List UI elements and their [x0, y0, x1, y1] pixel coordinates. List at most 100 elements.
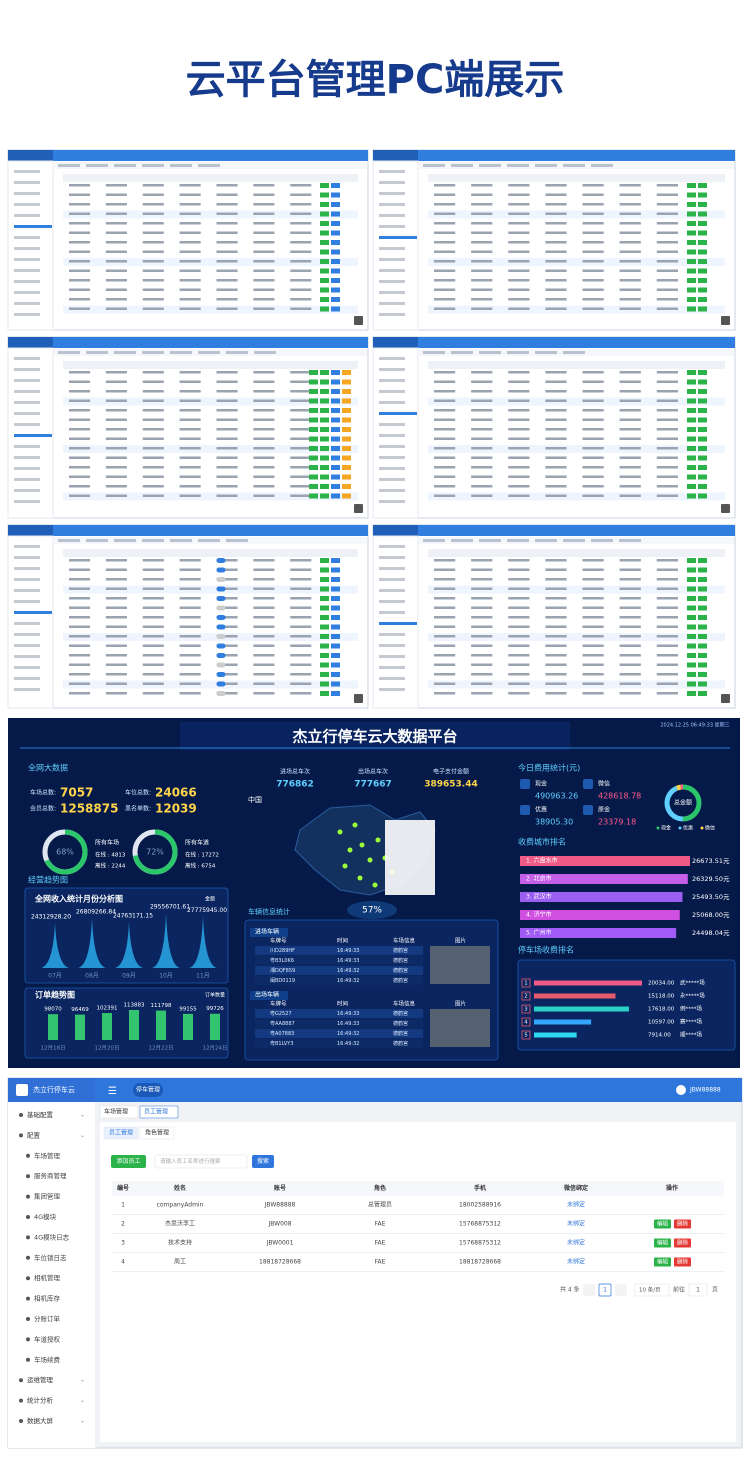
cell-text — [508, 568, 530, 571]
cell-text — [619, 673, 641, 676]
tab-label[interactable]: 员工管理 — [144, 1108, 168, 1116]
cell-text — [471, 184, 493, 187]
delete-label[interactable]: 删除 — [677, 1239, 689, 1247]
subtab-label[interactable]: 角色管理 — [145, 1129, 169, 1137]
subtab-label[interactable]: 员工管理 — [109, 1129, 133, 1137]
cell-text — [179, 494, 201, 497]
edit-label[interactable]: 编辑 — [657, 1239, 669, 1247]
cell-text — [105, 663, 127, 666]
action-button — [687, 691, 696, 696]
cell-text — [434, 625, 456, 628]
menu-item[interactable]: 配置 — [27, 1131, 41, 1139]
tab-label[interactable]: 车场管理 — [104, 1108, 128, 1116]
cell-text — [434, 184, 456, 187]
menu-item[interactable]: 服务商管理 — [34, 1171, 67, 1180]
menu-item[interactable]: 运维管理 — [27, 1375, 54, 1384]
row-highlight — [428, 492, 725, 501]
menu-item[interactable]: 相机库存 — [34, 1294, 61, 1303]
menu-item — [379, 379, 405, 382]
cell-text — [105, 568, 127, 571]
menu-item[interactable]: 车道授权 — [34, 1334, 61, 1343]
row-highlight — [428, 210, 725, 219]
menu-item — [379, 434, 405, 437]
row-highlight — [63, 680, 358, 689]
cell-text — [471, 212, 493, 215]
action-button — [698, 474, 707, 480]
add-button-label[interactable]: 添加员工 — [116, 1157, 140, 1165]
menu-item[interactable]: 数据大屏 — [27, 1416, 54, 1425]
toggle — [216, 653, 226, 658]
action-button — [320, 287, 329, 293]
menu-item[interactable]: 相机管理 — [34, 1273, 61, 1282]
menu-item[interactable]: 4G模块 — [34, 1212, 57, 1221]
cell-text — [216, 475, 238, 478]
edit-label[interactable]: 编辑 — [657, 1258, 669, 1266]
cell-text — [582, 418, 604, 421]
menu-item[interactable]: 基础配置 — [27, 1110, 54, 1119]
cell-text — [105, 212, 127, 215]
action-button — [698, 672, 707, 677]
menu-item[interactable]: 4G模块日志 — [34, 1232, 70, 1241]
lot-bar — [534, 1032, 577, 1038]
cell-text — [656, 437, 678, 440]
cell-text — [619, 456, 641, 459]
action-button — [320, 691, 329, 696]
table-header: 时间 — [337, 937, 348, 945]
table-cell: 16:49:32 — [337, 1031, 359, 1037]
table-cell: 德鹤宫 — [393, 957, 408, 964]
cell-text — [142, 587, 164, 590]
lot-bar — [534, 1019, 592, 1025]
page-size[interactable]: 10 条/页 — [639, 1286, 661, 1294]
action-button — [698, 596, 707, 601]
action-button — [687, 446, 696, 451]
cell-text — [179, 597, 201, 600]
logo-area — [8, 150, 53, 161]
cell-text — [434, 260, 456, 263]
datetime: 2024.12.25 06:49:33 星期三 — [660, 723, 729, 729]
menu-item[interactable]: 集团管理 — [34, 1192, 61, 1201]
menu-item — [379, 269, 405, 272]
tab — [563, 164, 585, 167]
menu-item[interactable]: 车场续费 — [34, 1355, 61, 1364]
page-number[interactable]: 1 — [603, 1287, 607, 1294]
stat-value: 12039 — [155, 802, 197, 816]
cell-text — [179, 288, 201, 291]
edit-button — [654, 1257, 671, 1267]
delete-label[interactable]: 删除 — [677, 1258, 689, 1266]
legend-dot — [678, 826, 682, 830]
cell-text — [508, 635, 530, 638]
cell-text — [656, 485, 678, 488]
cell-text — [69, 250, 91, 253]
cell-text — [545, 447, 567, 450]
action-button — [331, 249, 340, 255]
cell-text — [508, 307, 530, 310]
cell-text — [290, 475, 312, 478]
toggle — [216, 662, 226, 668]
menu-item[interactable]: 分账订单 — [34, 1314, 61, 1323]
cell-text — [656, 559, 678, 562]
menu-item[interactable]: 车场管理 — [34, 1151, 61, 1160]
menu-item — [14, 644, 40, 647]
search-button-label[interactable]: 搜索 — [257, 1157, 269, 1165]
cell-text — [471, 692, 493, 695]
cell-text — [290, 222, 312, 225]
section-heading: 停车场收费排名 — [518, 945, 574, 955]
menu-item[interactable]: 统计分析 — [27, 1396, 54, 1405]
cell-text — [471, 635, 493, 638]
edit-label[interactable]: 编辑 — [657, 1220, 669, 1228]
action-button — [309, 465, 318, 470]
cell-text — [69, 428, 91, 431]
goto-page[interactable]: 1 — [696, 1287, 700, 1294]
action-button — [320, 577, 329, 582]
cell-text — [69, 456, 91, 459]
search-placeholder[interactable]: 请输入员工名称进行搜索 — [160, 1157, 221, 1165]
menu-item[interactable]: 车位锁日志 — [34, 1253, 67, 1262]
menu-item — [379, 390, 405, 393]
cell-text — [216, 418, 238, 421]
cell-text — [290, 485, 312, 488]
cell-text — [290, 380, 312, 383]
cell-text — [105, 428, 127, 431]
menu-item — [14, 214, 40, 217]
delete-label[interactable]: 删除 — [677, 1220, 689, 1228]
